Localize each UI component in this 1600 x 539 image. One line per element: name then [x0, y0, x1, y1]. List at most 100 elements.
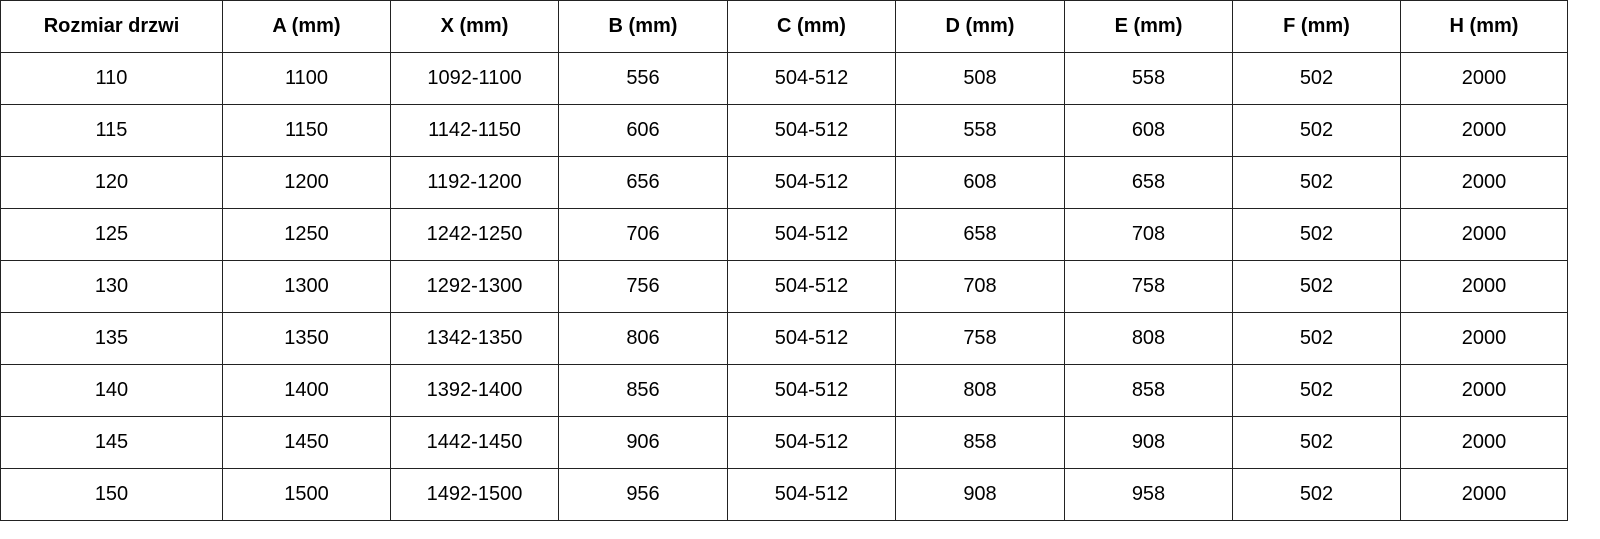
table-cell: 2000: [1400, 416, 1568, 469]
table-cell: 956: [558, 468, 728, 521]
column-header: X (mm): [390, 0, 559, 53]
table-row: 110 1100 1092-1100 556 504-512 508 558 502 2000: [0, 52, 1568, 105]
table-cell: 2000: [1400, 104, 1568, 157]
column-header: E (mm): [1064, 0, 1233, 53]
table-cell: 606: [558, 104, 728, 157]
table-cell: 1292-1300: [390, 260, 559, 313]
table-cell: 1250: [222, 208, 391, 261]
table-cell: 1442-1450: [390, 416, 559, 469]
table-cell: 608: [1064, 104, 1233, 157]
table-cell: 656: [558, 156, 728, 209]
column-header: Rozmiar drzwi: [0, 0, 223, 53]
table-cell: 806: [558, 312, 728, 365]
table-cell: 908: [895, 468, 1065, 521]
table-cell: 2000: [1400, 468, 1568, 521]
table-cell: 130: [0, 260, 223, 313]
table-cell: 508: [895, 52, 1065, 105]
table-cell: 150: [0, 468, 223, 521]
table-cell: 502: [1232, 104, 1401, 157]
table-cell: 558: [895, 104, 1065, 157]
table-cell: 1092-1100: [390, 52, 559, 105]
table-cell: 858: [1064, 364, 1233, 417]
table-cell: 502: [1232, 416, 1401, 469]
dimensions-table: Rozmiar drzwi A (mm) X (mm) B (mm) C (mm) D (…: [0, 0, 1568, 521]
column-header: C (mm): [727, 0, 896, 53]
column-header: A (mm): [222, 0, 391, 53]
table-cell: 808: [1064, 312, 1233, 365]
table-cell: 502: [1232, 52, 1401, 105]
table-cell: 708: [895, 260, 1065, 313]
table-row: 125 1250 1242-1250 706 504-512 658 708 502 2000: [0, 208, 1568, 261]
table-row: 115 1150 1142-1150 606 504-512 558 608 502 2000: [0, 104, 1568, 157]
column-header: F (mm): [1232, 0, 1401, 53]
table-cell: 958: [1064, 468, 1233, 521]
table-cell: 856: [558, 364, 728, 417]
table-cell: 1500: [222, 468, 391, 521]
table-cell: 502: [1232, 312, 1401, 365]
table-cell: 558: [1064, 52, 1233, 105]
column-header: H (mm): [1400, 0, 1568, 53]
table-cell: 120: [0, 156, 223, 209]
table-cell: 1492-1500: [390, 468, 559, 521]
table-cell: 502: [1232, 208, 1401, 261]
table-cell: 706: [558, 208, 728, 261]
table-cell: 906: [558, 416, 728, 469]
table-cell: 2000: [1400, 364, 1568, 417]
table-cell: 1242-1250: [390, 208, 559, 261]
table-cell: 504-512: [727, 156, 896, 209]
table-row: 130 1300 1292-1300 756 504-512 708 758 502 2000: [0, 260, 1568, 313]
table-cell: 504-512: [727, 468, 896, 521]
table-cell: 504-512: [727, 364, 896, 417]
table-cell: 908: [1064, 416, 1233, 469]
table-cell: 808: [895, 364, 1065, 417]
table-cell: 504-512: [727, 260, 896, 313]
table-cell: 1200: [222, 156, 391, 209]
table-cell: 858: [895, 416, 1065, 469]
table-cell: 758: [895, 312, 1065, 365]
table-cell: 1342-1350: [390, 312, 559, 365]
table-cell: 145: [0, 416, 223, 469]
table-cell: 110: [0, 52, 223, 105]
table-cell: 115: [0, 104, 223, 157]
table-row: 135 1350 1342-1350 806 504-512 758 808 502 2000: [0, 312, 1568, 365]
header-row: Rozmiar drzwi A (mm) X (mm) B (mm) C (mm) D (…: [0, 0, 1568, 53]
table-cell: 502: [1232, 156, 1401, 209]
table-cell: 504-512: [727, 416, 896, 469]
table-cell: 2000: [1400, 312, 1568, 365]
table-cell: 556: [558, 52, 728, 105]
table-cell: 1450: [222, 416, 391, 469]
table-cell: 2000: [1400, 52, 1568, 105]
table-cell: 756: [558, 260, 728, 313]
table-cell: 1192-1200: [390, 156, 559, 209]
table-row: 145 1450 1442-1450 906 504-512 858 908 502 2000: [0, 416, 1568, 469]
column-header: D (mm): [895, 0, 1065, 53]
table-cell: 504-512: [727, 52, 896, 105]
table-cell: 1150: [222, 104, 391, 157]
table-cell: 502: [1232, 468, 1401, 521]
table-cell: 658: [1064, 156, 1233, 209]
table-cell: 502: [1232, 364, 1401, 417]
table-cell: 2000: [1400, 156, 1568, 209]
table-cell: 502: [1232, 260, 1401, 313]
table-cell: 758: [1064, 260, 1233, 313]
table-cell: 504-512: [727, 104, 896, 157]
table-cell: 504-512: [727, 208, 896, 261]
table-cell: 140: [0, 364, 223, 417]
table-row: 140 1400 1392-1400 856 504-512 808 858 502 2000: [0, 364, 1568, 417]
table-cell: 1142-1150: [390, 104, 559, 157]
table-cell: 125: [0, 208, 223, 261]
table-cell: 1100: [222, 52, 391, 105]
table-row: 150 1500 1492-1500 956 504-512 908 958 502 2000: [0, 468, 1568, 521]
table-cell: 608: [895, 156, 1065, 209]
table-cell: 1392-1400: [390, 364, 559, 417]
table-cell: 1400: [222, 364, 391, 417]
table-cell: 1350: [222, 312, 391, 365]
table-cell: 135: [0, 312, 223, 365]
table-row: 120 1200 1192-1200 656 504-512 608 658 502 2000: [0, 156, 1568, 209]
table-cell: 504-512: [727, 312, 896, 365]
table-cell: 658: [895, 208, 1065, 261]
table-cell: 2000: [1400, 260, 1568, 313]
column-header: B (mm): [558, 0, 728, 53]
table-cell: 1300: [222, 260, 391, 313]
table-cell: 2000: [1400, 208, 1568, 261]
